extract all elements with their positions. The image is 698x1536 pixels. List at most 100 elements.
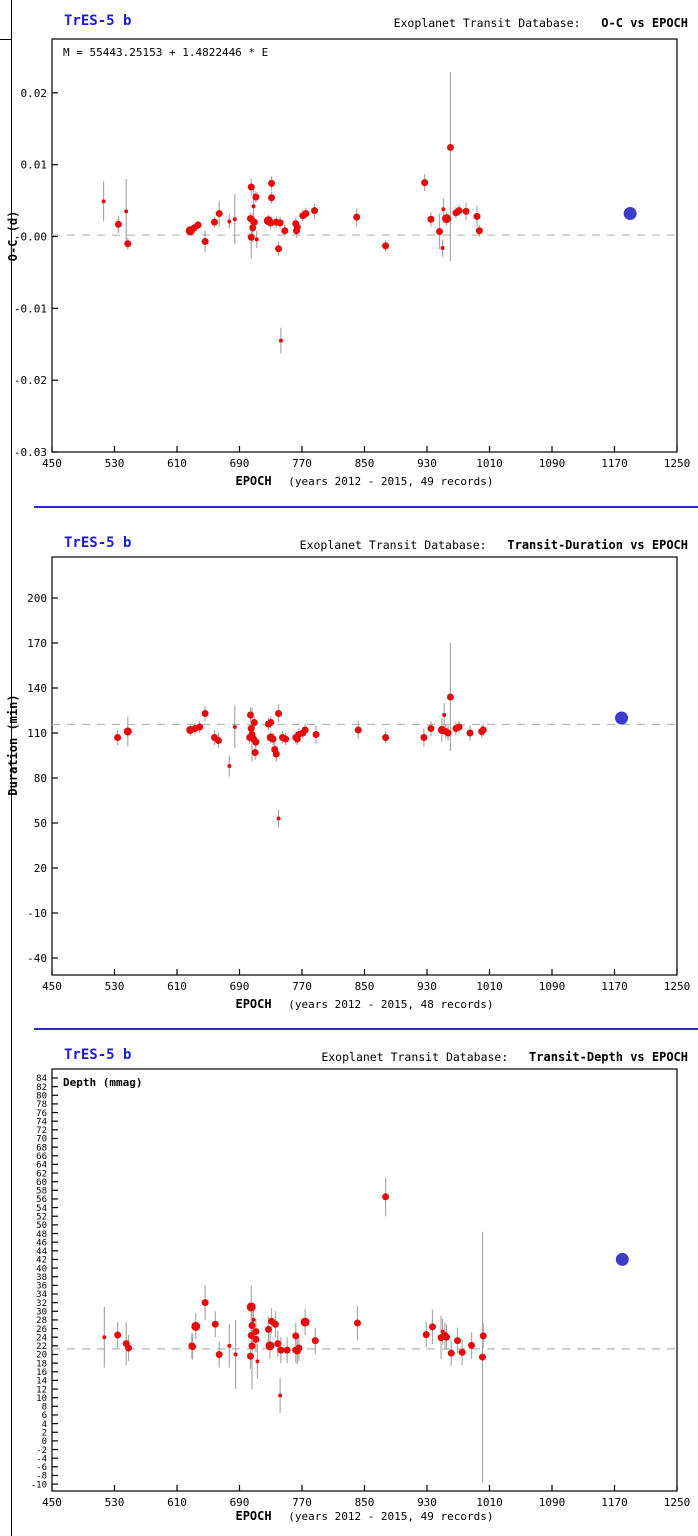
svg-text:610: 610 (167, 980, 187, 993)
chart1-x-caption: EPOCH (years 2012 - 2015, 49 records) (52, 474, 677, 488)
svg-text:1010: 1010 (476, 1496, 503, 1509)
svg-text:50: 50 (36, 1221, 47, 1231)
svg-text:76: 76 (36, 1109, 47, 1119)
svg-text:530: 530 (105, 457, 125, 470)
svg-text:4: 4 (42, 1420, 47, 1430)
svg-text:610: 610 (167, 457, 187, 470)
svg-text:16: 16 (36, 1368, 47, 1378)
svg-text:36: 36 (36, 1282, 47, 1292)
svg-text:770: 770 (292, 457, 312, 470)
svg-text:-0.00: -0.00 (14, 230, 47, 243)
svg-text:82: 82 (36, 1083, 47, 1093)
svg-text:48: 48 (36, 1230, 47, 1240)
chart2-planet-title: TrES-5 b (64, 535, 132, 551)
chart2-header-title: Transit-Duration vs EPOCH (507, 538, 688, 552)
svg-text:-2: -2 (36, 1446, 47, 1456)
svg-text:Depth (mmag): Depth (mmag) (63, 1076, 142, 1089)
chart3-database-label: Exoplanet Transit Database: Transit-Dept… (321, 1050, 688, 1064)
svg-text:450: 450 (42, 1496, 62, 1509)
svg-text:56: 56 (36, 1195, 47, 1205)
chart2-database-label: Exoplanet Transit Database: Transit-Dura… (300, 538, 688, 552)
svg-text:62: 62 (36, 1169, 47, 1179)
chart2-xcaption: (years 2012 - 2015, 48 records) (288, 998, 494, 1011)
svg-text:-10: -10 (31, 1480, 47, 1490)
svg-text:66: 66 (36, 1152, 47, 1162)
chart3-x-caption: EPOCH (years 2012 - 2015, 49 records) (52, 1509, 677, 1523)
svg-text:60: 60 (36, 1178, 47, 1188)
svg-text:20: 20 (36, 1351, 47, 1361)
svg-text:26: 26 (36, 1325, 47, 1335)
svg-text:690: 690 (230, 1496, 250, 1509)
svg-text:1090: 1090 (539, 457, 566, 470)
svg-text:850: 850 (355, 980, 375, 993)
svg-text:200: 200 (27, 592, 47, 605)
chart3-header: TrES-5 b Exoplanet Transit Database: Tra… (0, 1047, 698, 1067)
svg-text:52: 52 (36, 1212, 47, 1222)
svg-text:50: 50 (34, 817, 47, 830)
svg-text:1170: 1170 (601, 980, 628, 993)
svg-text:34: 34 (36, 1290, 47, 1300)
svg-text:-40: -40 (27, 952, 47, 965)
svg-text:850: 850 (355, 457, 375, 470)
svg-text:42: 42 (36, 1256, 47, 1266)
chart3-xcaption: (years 2012 - 2015, 49 records) (288, 1510, 494, 1523)
svg-text:1090: 1090 (539, 1496, 566, 1509)
svg-text:690: 690 (230, 457, 250, 470)
svg-text:-0.02: -0.02 (14, 374, 47, 387)
svg-text:-6: -6 (36, 1463, 47, 1473)
svg-text:20: 20 (34, 862, 47, 875)
chart2-xlabel: EPOCH (235, 997, 272, 1011)
chart2-header: TrES-5 b Exoplanet Transit Database: Tra… (0, 535, 698, 555)
svg-text:140: 140 (27, 682, 47, 695)
svg-text:-10: -10 (27, 907, 47, 920)
svg-text:74: 74 (36, 1117, 47, 1127)
svg-text:-4: -4 (36, 1454, 47, 1464)
svg-text:1090: 1090 (539, 980, 566, 993)
svg-text:-0.01: -0.01 (14, 302, 47, 315)
svg-text:6: 6 (42, 1411, 47, 1421)
svg-text:450: 450 (42, 980, 62, 993)
svg-text:68: 68 (36, 1143, 47, 1153)
svg-text:54: 54 (36, 1204, 47, 1214)
svg-text:1170: 1170 (601, 1496, 628, 1509)
chart3-xlabel: EPOCH (235, 1509, 272, 1523)
svg-text:18: 18 (36, 1359, 47, 1369)
chart1-header-prefix: Exoplanet Transit Database: (393, 16, 581, 30)
svg-text:70: 70 (36, 1135, 47, 1145)
svg-text:8: 8 (42, 1403, 47, 1413)
chart1-planet-title: TrES-5 b (64, 13, 132, 29)
svg-text:28: 28 (36, 1316, 47, 1326)
chart2-header-prefix: Exoplanet Transit Database: (299, 538, 487, 552)
separator-1 (34, 506, 698, 508)
svg-text:1250: 1250 (664, 1496, 691, 1509)
page-border-tick (0, 39, 11, 40)
svg-text:38: 38 (36, 1273, 47, 1283)
svg-text:110: 110 (27, 727, 47, 740)
svg-text:32: 32 (36, 1299, 47, 1309)
svg-text:930: 930 (417, 1496, 437, 1509)
svg-text:30: 30 (36, 1308, 47, 1318)
svg-text:-8: -8 (36, 1472, 47, 1482)
svg-text:930: 930 (417, 980, 437, 993)
chart1-xcaption: (years 2012 - 2015, 49 records) (288, 475, 494, 488)
svg-text:84: 84 (36, 1074, 47, 1084)
page-border-left (11, 0, 12, 1536)
svg-text:12: 12 (36, 1385, 47, 1395)
svg-text:72: 72 (36, 1126, 47, 1136)
svg-text:530: 530 (105, 1496, 125, 1509)
svg-text:M = 55443.25153 + 1.4822446 *: M = 55443.25153 + 1.4822446 * E (63, 46, 268, 59)
svg-text:770: 770 (292, 1496, 312, 1509)
svg-text:-0.03: -0.03 (14, 446, 47, 459)
svg-text:80: 80 (34, 772, 47, 785)
svg-text:0: 0 (42, 1437, 47, 1447)
svg-text:1010: 1010 (476, 457, 503, 470)
svg-text:10: 10 (36, 1394, 47, 1404)
chart2-x-caption: EPOCH (years 2012 - 2015, 48 records) (52, 997, 677, 1011)
svg-text:24: 24 (36, 1333, 47, 1343)
svg-text:610: 610 (167, 1496, 187, 1509)
chart1-xlabel: EPOCH (235, 474, 272, 488)
svg-text:1170: 1170 (601, 457, 628, 470)
svg-text:78: 78 (36, 1100, 47, 1110)
svg-text:0.01: 0.01 (21, 159, 48, 172)
